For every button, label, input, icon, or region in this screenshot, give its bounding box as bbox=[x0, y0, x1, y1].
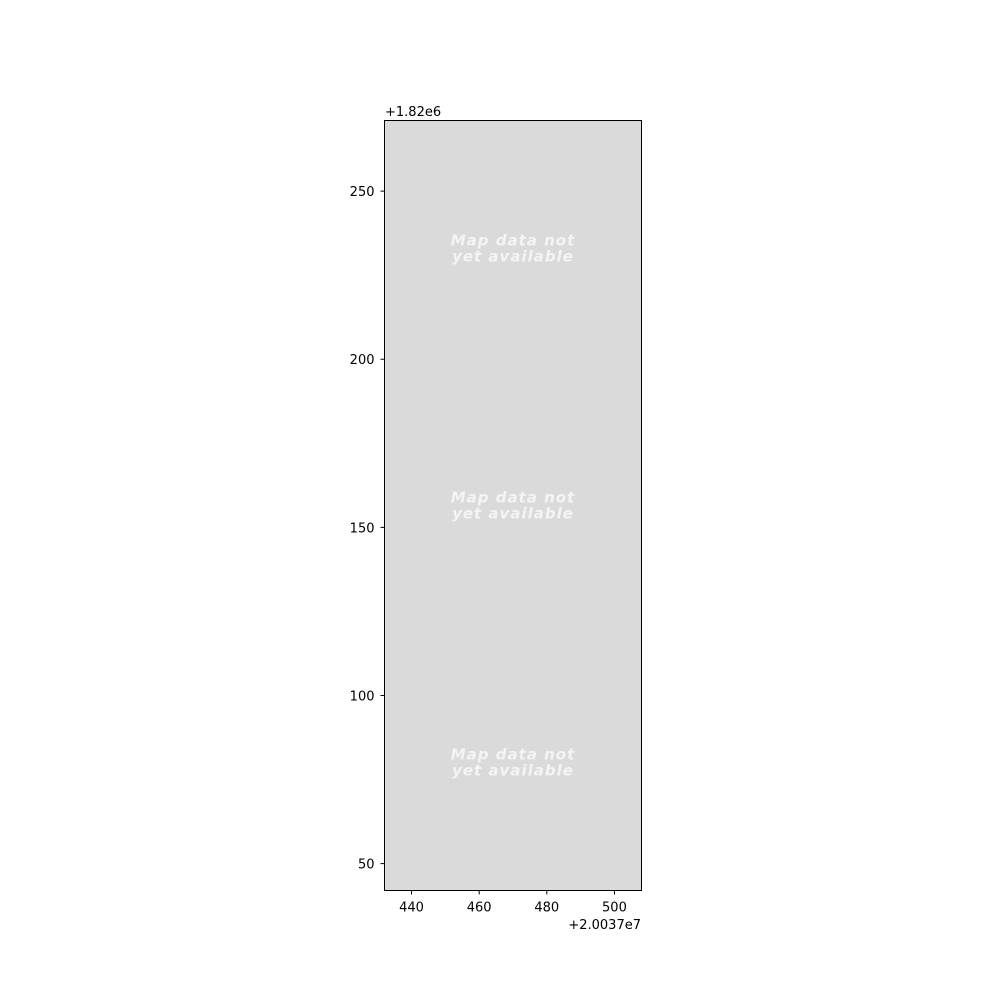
y-tick-label: 150 bbox=[350, 521, 375, 536]
y-tick-label: 100 bbox=[350, 689, 375, 704]
x-tick-label: 460 bbox=[467, 901, 492, 916]
tile-watermark-line1: Map data not bbox=[451, 231, 576, 249]
y-axis: 50 100 150 200 250 bbox=[350, 185, 385, 873]
x-tick-label: 500 bbox=[602, 901, 627, 916]
tile-watermark-line2: yet available bbox=[452, 505, 574, 523]
x-tick-label: 440 bbox=[399, 901, 424, 916]
tile-watermark-line1: Map data not bbox=[451, 746, 576, 764]
y-tick-label: 50 bbox=[358, 858, 375, 873]
x-axis-offset-label: +2.0037e7 bbox=[568, 918, 641, 933]
tile-watermark-line1: Map data not bbox=[451, 489, 576, 507]
y-tick-label: 200 bbox=[350, 353, 375, 368]
axes-frame bbox=[384, 120, 642, 891]
map-plot-area bbox=[384, 120, 642, 891]
tile-watermark-line2: yet available bbox=[452, 762, 574, 780]
x-tick-label: 480 bbox=[534, 901, 559, 916]
x-axis: 440 460 480 500 bbox=[399, 890, 627, 916]
y-axis-offset-label: +1.82e6 bbox=[385, 105, 441, 120]
tile-watermark-line2: yet available bbox=[452, 247, 574, 265]
y-tick-label: 250 bbox=[350, 185, 375, 200]
